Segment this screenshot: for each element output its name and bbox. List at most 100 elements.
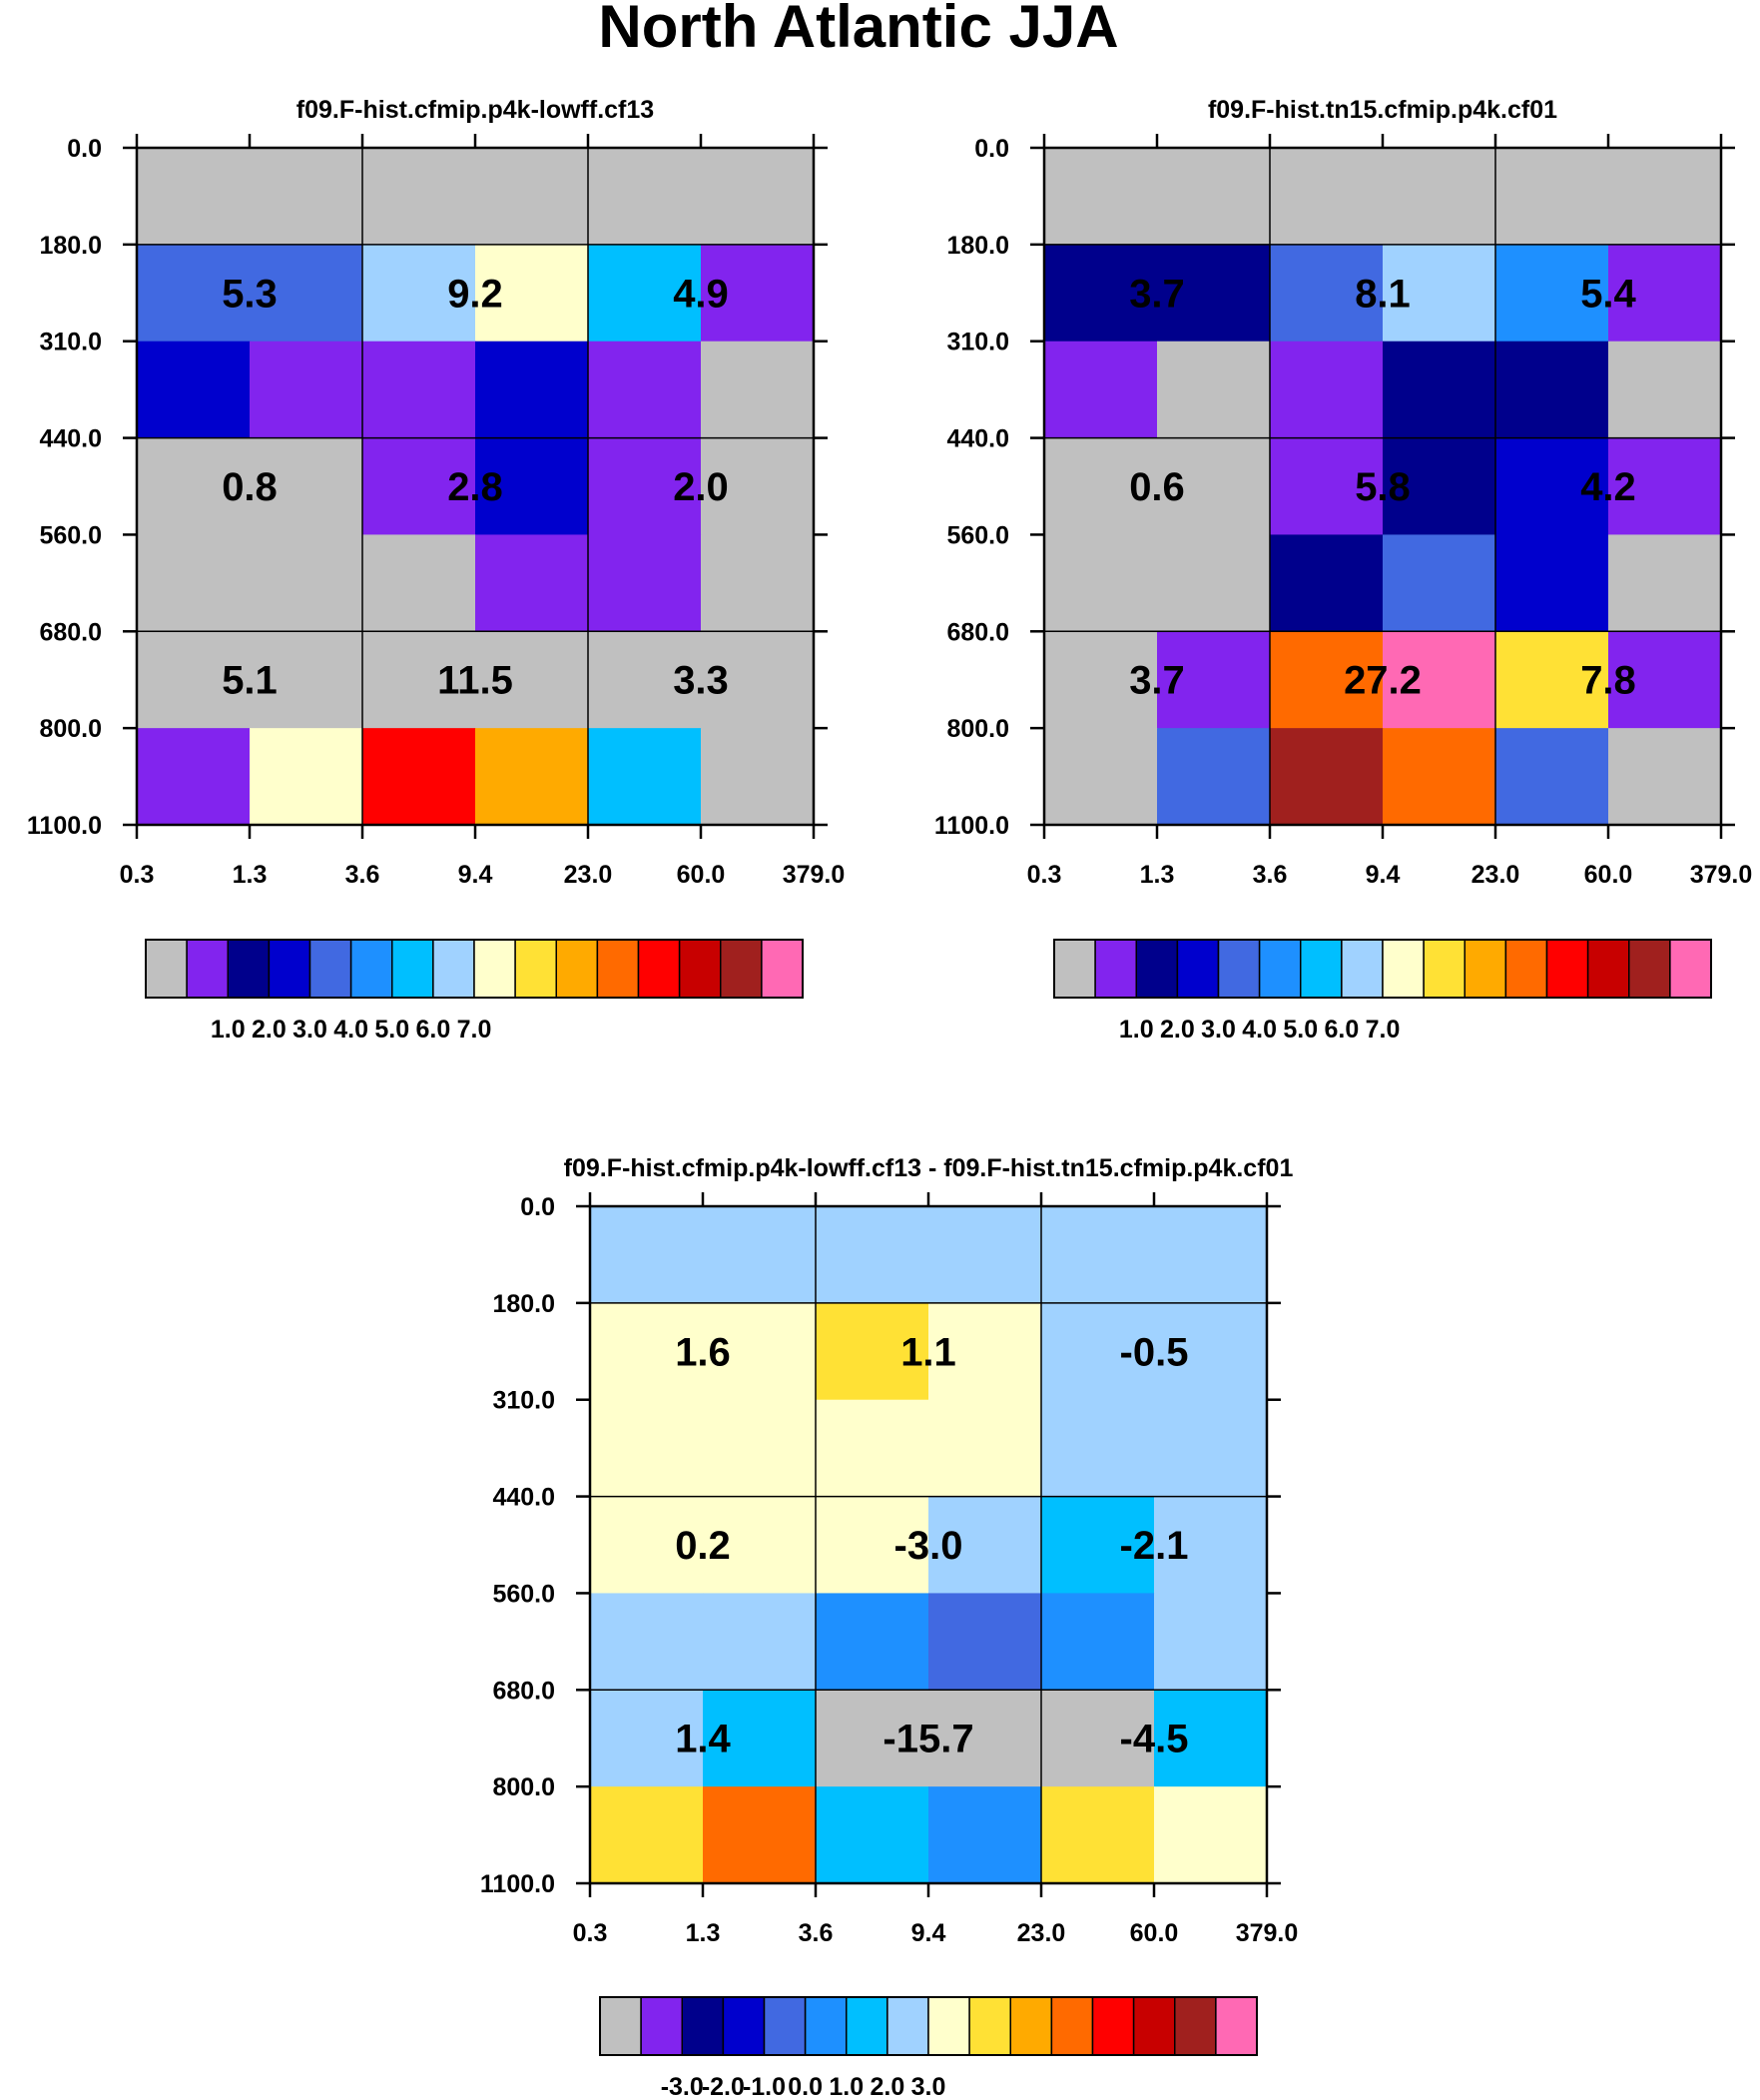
colorbar-label: 3.0 [293,1016,327,1044]
heatmap-cell [1041,1496,1155,1595]
heatmap-cell [475,534,589,632]
panel-title: f09.F-hist.cfmip.p4k-lowff.cf13 [296,96,654,124]
y-tick-label: 680.0 [39,618,102,646]
y-tick-label: 560.0 [39,521,102,549]
panel-title: f09.F-hist.cfmip.p4k-lowff.cf13 - f09.F-… [564,1154,1294,1182]
colorbar-swatch [1217,939,1261,999]
heatmap-cell [1157,631,1271,729]
colorbar-swatch [761,939,804,999]
colorbar-label: 1.0 [211,1016,246,1044]
heatmap-cell [250,631,363,729]
x-tick-label: 60.0 [1584,861,1633,889]
y-tick-label: 0.0 [67,135,102,163]
colorbar-label: 4.0 [1242,1016,1277,1044]
colorbar: -3.0-2.0-1.0 0.0 1.0 2.0 3.0 [599,1996,1258,2100]
heatmap-cell [588,437,702,536]
heatmap-cell [362,437,476,536]
cell-value-label: 5.3 [222,272,278,316]
cell-value-label: 11.5 [437,659,513,703]
heatmap-cells [1044,148,1722,826]
heatmap-cell [816,1206,929,1304]
heatmap-cell [362,244,476,343]
cell-value-label: -4.5 [1120,1718,1189,1761]
y-tick-label: 440.0 [492,1484,555,1512]
cell-value-label: 5.1 [222,659,278,703]
heatmap-cell [137,244,251,343]
heatmap-cell [590,1206,704,1304]
heatmap-cell [1495,341,1609,439]
cell-value-label: 5.8 [1355,465,1411,509]
x-tick-label: 23.0 [1471,861,1520,889]
heatmap-cell [475,631,589,729]
cell-value-label: 2.8 [447,465,503,509]
y-tick-label: 310.0 [492,1387,555,1415]
colorbar-swatch [846,1996,888,2056]
heatmap-cell [362,341,476,439]
heatmap-cell [1044,728,1158,826]
cell-value-label: 1.6 [675,1330,731,1374]
panel-2: f09.F-hist.tn15.cfmip.p4k.cf01 0.0 180.0 31… [934,96,1752,1044]
heatmap-cell [590,1690,704,1787]
colorbar-label: 3.0 [1201,1016,1236,1044]
heatmap-cell [1383,631,1496,729]
x-tick-label: 60.0 [677,861,726,889]
heatmap-cell [701,631,815,729]
heatmap-cell [1044,534,1158,632]
y-tick-label: 180.0 [39,232,102,260]
heatmap-cell [928,1690,1042,1787]
heatmap-cell [475,728,589,826]
colorbar-swatch [1258,939,1302,999]
y-tick-label: 680.0 [492,1677,555,1705]
cell-value-label: 0.6 [1129,465,1185,509]
colorbar-frame [145,939,804,999]
heatmap-cell [1044,244,1158,343]
colorbar-swatch [1009,1996,1053,2056]
cell-value-label: 0.8 [222,465,278,509]
heatmap-cell [250,534,363,632]
heatmap-cell [701,534,815,632]
heatmap-cell [1383,728,1496,826]
heatmap-cell [703,1302,817,1401]
heatmap-cell [1270,148,1384,246]
colorbar-label: 6.0 [415,1016,450,1044]
colorbar-swatch [1091,1996,1135,2056]
heatmap-cell [816,1786,929,1884]
heatmap-cell [1383,534,1496,632]
heatmap-cell [1044,631,1158,729]
heatmap-cell [1157,728,1271,826]
x-tick-label: 3.6 [345,861,380,889]
heatmap-cell [928,1496,1042,1595]
y-tick-label: 800.0 [492,1773,555,1801]
cell-value-label: 3.7 [1129,659,1185,703]
colorbar-swatch [514,939,557,999]
y-tick-label: 310.0 [39,329,102,356]
heatmap-cell [816,1399,929,1498]
panel-3: f09.F-hist.cfmip.p4k-lowff.cf13 - f09.F-… [480,1154,1298,2100]
heatmap-cell [816,1593,929,1691]
heatmap-cell [1157,437,1271,536]
x-tick-label: 0.3 [1027,861,1062,889]
heatmap-cell [1041,1302,1155,1401]
heatmap-cell [250,437,363,536]
y-tick-label: 1100.0 [480,1870,555,1898]
colorbar-label: 7.0 [1366,1016,1401,1044]
x-tick-label: 1.3 [233,861,268,889]
x-tick-label: 9.4 [911,1919,946,1947]
y-tick-label: 180.0 [946,232,1009,260]
heatmap-cell [590,1302,704,1401]
colorbar-swatch [681,1996,725,2056]
colorbar: 1.0 2.0 3.0 4.0 5.0 6.0 7.0 [1053,939,1712,1044]
colorbar-swatch [227,939,271,999]
colorbar-swatch [596,939,640,999]
heatmap-cell [701,341,815,439]
x-tick-label: 1.3 [686,1919,721,1947]
x-tick-label: 3.6 [799,1919,834,1947]
cell-value-label: 4.9 [673,272,729,316]
heatmap-cell [1154,1399,1268,1498]
heatmap-cell [928,1302,1042,1401]
heatmap-cell [1270,341,1384,439]
colorbar-swatch [1132,1996,1176,2056]
colorbar-label: -1.0 [743,2073,786,2100]
heatmap-cell [703,1786,817,1884]
